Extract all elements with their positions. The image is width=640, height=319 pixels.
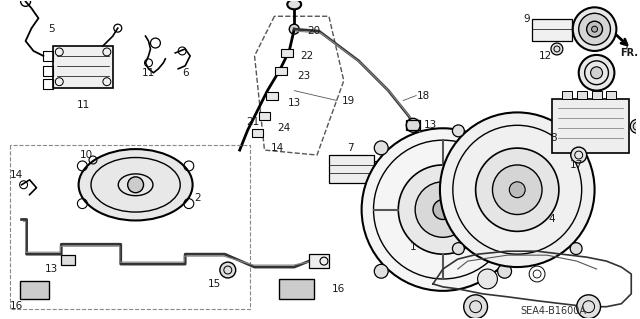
Circle shape bbox=[398, 165, 488, 254]
Circle shape bbox=[362, 128, 524, 291]
Text: 16: 16 bbox=[332, 284, 346, 294]
Circle shape bbox=[591, 67, 602, 79]
Circle shape bbox=[573, 7, 616, 51]
Bar bbox=[552, 99, 629, 153]
Bar bbox=[309, 254, 329, 268]
Circle shape bbox=[374, 141, 388, 155]
Text: 19: 19 bbox=[342, 95, 355, 106]
Text: 17: 17 bbox=[570, 160, 583, 170]
Bar bbox=[329, 155, 374, 183]
Bar bbox=[275, 67, 287, 75]
Text: 21: 21 bbox=[246, 117, 259, 127]
Text: 10: 10 bbox=[79, 150, 93, 160]
Circle shape bbox=[220, 262, 236, 278]
Circle shape bbox=[406, 118, 420, 132]
Bar bbox=[562, 91, 572, 99]
Text: 8: 8 bbox=[550, 133, 557, 143]
Circle shape bbox=[509, 182, 525, 198]
Text: 2: 2 bbox=[195, 193, 202, 203]
Circle shape bbox=[579, 55, 614, 91]
Text: 16: 16 bbox=[10, 301, 23, 311]
Circle shape bbox=[630, 119, 640, 133]
Bar bbox=[607, 91, 616, 99]
Text: 24: 24 bbox=[278, 123, 291, 133]
Text: 13: 13 bbox=[287, 98, 301, 108]
Bar bbox=[44, 66, 53, 76]
Circle shape bbox=[477, 269, 497, 289]
Ellipse shape bbox=[287, 0, 301, 9]
Circle shape bbox=[570, 243, 582, 255]
Text: 6: 6 bbox=[182, 68, 189, 78]
Circle shape bbox=[498, 264, 511, 278]
Text: 20: 20 bbox=[307, 26, 321, 36]
Text: SEA4-B1600A: SEA4-B1600A bbox=[521, 306, 587, 316]
Circle shape bbox=[498, 141, 511, 155]
Bar bbox=[279, 279, 314, 299]
Text: 1: 1 bbox=[410, 242, 417, 252]
Bar bbox=[44, 51, 53, 61]
Text: 11: 11 bbox=[142, 68, 155, 78]
Circle shape bbox=[476, 148, 559, 231]
Text: 22: 22 bbox=[300, 51, 314, 61]
Bar bbox=[577, 91, 587, 99]
Circle shape bbox=[551, 43, 563, 55]
Bar bbox=[266, 92, 278, 100]
Circle shape bbox=[492, 165, 542, 214]
Circle shape bbox=[571, 147, 587, 163]
Text: 3: 3 bbox=[621, 41, 628, 51]
Bar bbox=[282, 49, 293, 57]
Circle shape bbox=[579, 13, 611, 45]
Circle shape bbox=[464, 295, 488, 319]
Circle shape bbox=[433, 200, 453, 219]
Text: 15: 15 bbox=[208, 279, 221, 289]
Circle shape bbox=[591, 26, 598, 32]
Text: 13: 13 bbox=[424, 120, 436, 130]
Circle shape bbox=[570, 125, 582, 137]
Bar bbox=[20, 281, 49, 299]
Circle shape bbox=[289, 24, 299, 34]
Ellipse shape bbox=[79, 149, 193, 220]
Circle shape bbox=[127, 177, 143, 193]
Text: 4: 4 bbox=[548, 214, 556, 225]
Circle shape bbox=[374, 264, 388, 278]
Text: 13: 13 bbox=[45, 264, 58, 274]
Text: 11: 11 bbox=[76, 100, 90, 110]
Circle shape bbox=[452, 125, 465, 137]
Bar bbox=[406, 120, 420, 130]
Text: 12: 12 bbox=[538, 51, 552, 61]
Bar bbox=[259, 112, 271, 120]
Text: 14: 14 bbox=[10, 170, 23, 180]
Bar bbox=[53, 46, 113, 88]
Bar bbox=[532, 19, 572, 41]
Circle shape bbox=[577, 295, 600, 319]
Text: 14: 14 bbox=[271, 143, 284, 153]
Circle shape bbox=[452, 243, 465, 255]
Circle shape bbox=[415, 182, 470, 237]
Bar bbox=[61, 255, 75, 265]
Circle shape bbox=[440, 112, 595, 267]
Text: 7: 7 bbox=[348, 143, 354, 153]
Text: 5: 5 bbox=[48, 24, 54, 34]
Text: FR.: FR. bbox=[620, 48, 638, 58]
Bar bbox=[252, 129, 264, 137]
Bar bbox=[44, 79, 53, 89]
Bar bbox=[374, 161, 385, 177]
Text: 18: 18 bbox=[417, 91, 429, 100]
Circle shape bbox=[587, 21, 602, 37]
Text: 9: 9 bbox=[524, 14, 531, 24]
Text: 23: 23 bbox=[298, 71, 311, 81]
Bar bbox=[591, 91, 602, 99]
